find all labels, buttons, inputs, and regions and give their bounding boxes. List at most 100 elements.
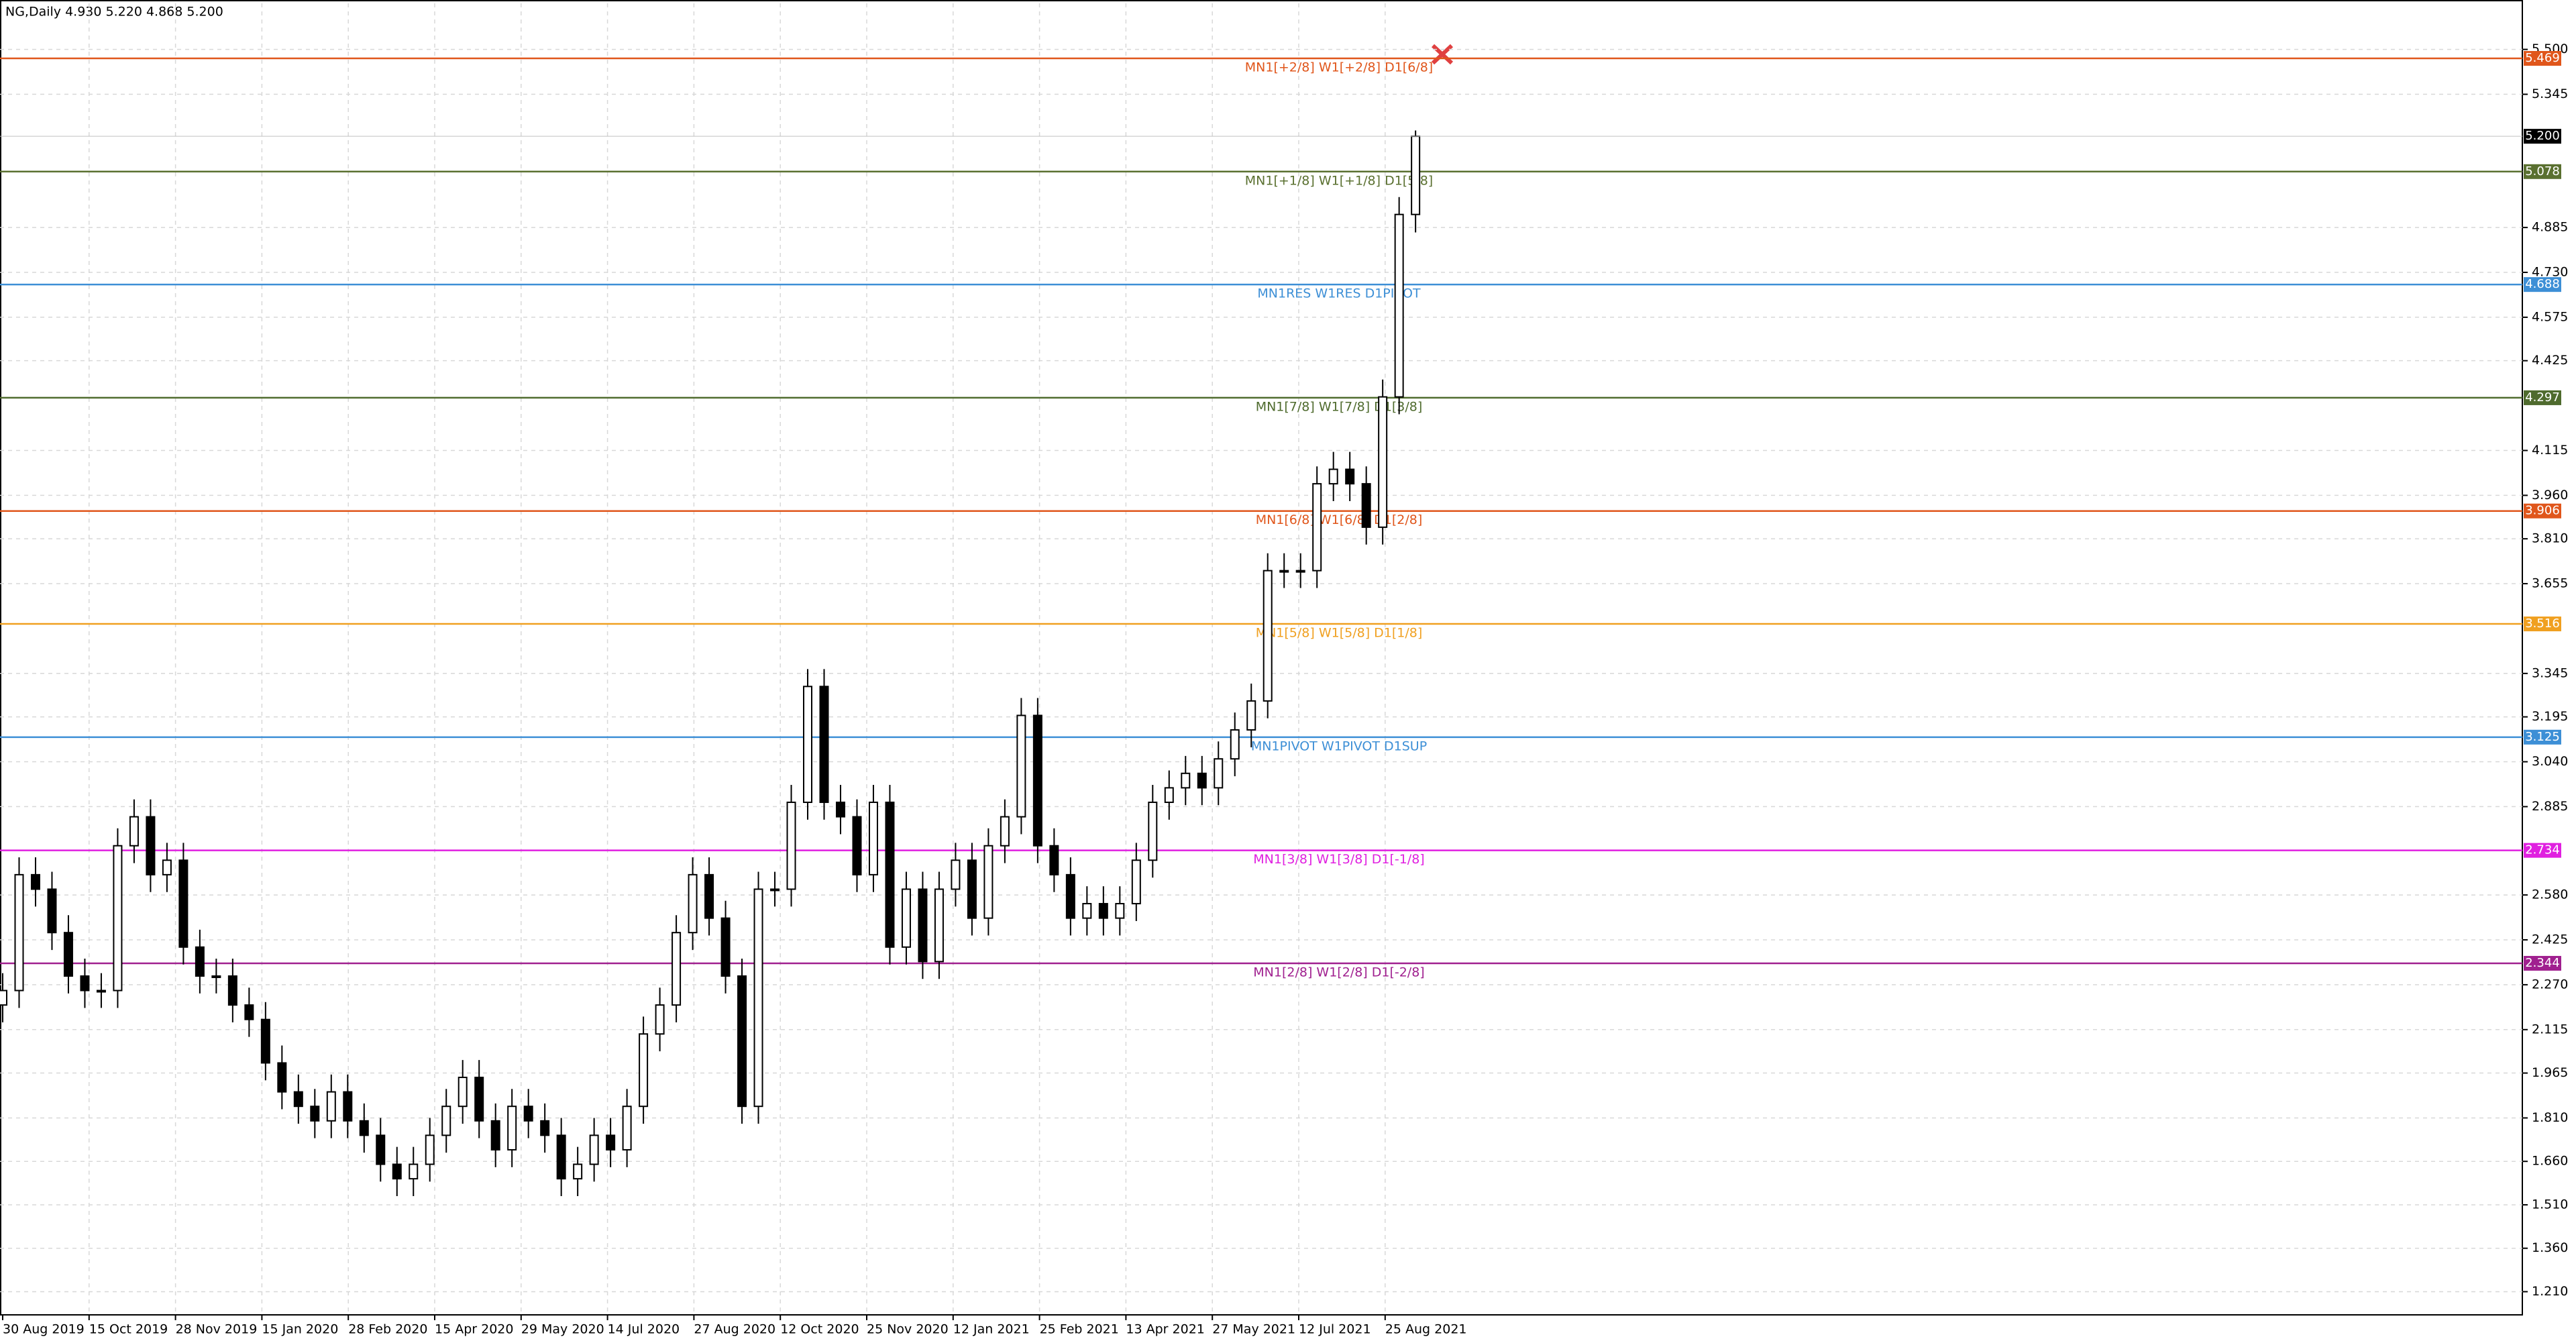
candle-body (672, 932, 682, 1006)
candle-body (770, 888, 780, 892)
candle-body (1361, 483, 1371, 528)
y-tick-label: 5.345 (2532, 87, 2568, 101)
price-tag (2524, 503, 2561, 519)
y-tick-label: 1.965 (2532, 1065, 2568, 1080)
candle-body (852, 816, 862, 875)
candle-body (195, 946, 205, 977)
candle-body (967, 859, 977, 919)
candle-body (737, 975, 747, 1108)
level-label: MN1[+2/8] W1[+2/8] D1[6/8] (1245, 60, 1433, 75)
candle-body (835, 801, 845, 818)
price-tag-label: 3.906 (2525, 504, 2560, 518)
candle-body (178, 859, 189, 948)
candle-body (639, 1033, 649, 1108)
level-label: MN1[7/8] W1[7/8] D1[3/8] (1256, 399, 1423, 414)
candle-body (901, 888, 911, 948)
x-tick-label: 15 Oct 2019 (89, 1322, 168, 1337)
level-label: MN1[2/8] W1[2/8] D1[-2/8] (1253, 965, 1424, 979)
candle-body (1197, 772, 1207, 789)
y-tick-label: 3.040 (2532, 754, 2568, 769)
candle-body (951, 859, 961, 890)
candle-body (1131, 859, 1141, 905)
x-tick-label: 30 Aug 2019 (3, 1322, 85, 1337)
candle-body (490, 1120, 500, 1150)
price-tag (2524, 390, 2561, 405)
candle-body (0, 989, 7, 1006)
x-tick-label: 25 Aug 2021 (1385, 1322, 1467, 1337)
candle-body (1378, 396, 1388, 528)
x-tick-label: 12 Oct 2020 (780, 1322, 859, 1337)
candle-body (326, 1091, 336, 1122)
level-label: MN1[+1/8] W1[+1/8] D1[5/8] (1245, 173, 1433, 188)
x-tick-label: 27 May 2021 (1212, 1322, 1295, 1337)
candle-body (803, 686, 813, 803)
x-tick-label: 27 Aug 2020 (694, 1322, 775, 1337)
y-tick-label: 2.885 (2532, 799, 2568, 814)
x-tick-label: 12 Jul 2021 (1299, 1322, 1371, 1337)
candle-body (47, 888, 57, 934)
candle-body (409, 1163, 419, 1180)
candle-body (359, 1120, 369, 1136)
candle-body (113, 845, 123, 992)
candle-body (589, 1134, 599, 1165)
candle-body (260, 1018, 270, 1064)
candle-body (1295, 570, 1305, 573)
candle-body (622, 1106, 632, 1150)
candle-body (934, 888, 944, 963)
candle-body (868, 801, 878, 875)
candle-body (277, 1062, 287, 1093)
y-tick-label: 1.360 (2532, 1240, 2568, 1255)
candle-body (392, 1163, 402, 1180)
candle-body (474, 1077, 484, 1122)
chart-title: NG,Daily 4.930 5.220 4.868 5.200 (5, 5, 223, 19)
candle-body (96, 989, 106, 993)
candle-body (244, 1004, 254, 1020)
y-tick-label: 1.210 (2532, 1284, 2568, 1299)
candle-body (918, 888, 928, 963)
x-tick-label: 25 Nov 2020 (867, 1322, 949, 1337)
y-tick-label: 4.885 (2532, 220, 2568, 235)
y-tick-label: 2.115 (2532, 1022, 2568, 1036)
candle-body (885, 801, 895, 948)
y-tick-label: 2.580 (2532, 888, 2568, 902)
x-tick-label: 14 Jul 2020 (608, 1322, 680, 1337)
last-price-label: 5.200 (2525, 129, 2560, 143)
price-tag-label: 4.688 (2525, 277, 2560, 291)
level-label: MN1PIVOT W1PIVOT D1SUP (1251, 739, 1427, 753)
level-label: MN1[6/8] W1[6/8] D1[2/8] (1256, 513, 1423, 527)
candle-body (1411, 136, 1421, 215)
candle-body (458, 1077, 468, 1108)
price-tag (2524, 843, 2561, 858)
candle-body (655, 1004, 665, 1035)
x-tick-label: 28 Feb 2020 (348, 1322, 427, 1337)
y-tick-label: 4.575 (2532, 309, 2568, 324)
candle-body (1098, 903, 1108, 919)
candle-body (1148, 801, 1158, 861)
price-tag-label: 5.469 (2525, 51, 2560, 65)
candle-body (30, 873, 40, 890)
y-tick-label: 1.660 (2532, 1154, 2568, 1169)
price-tag (2524, 277, 2561, 292)
price-tag (2524, 729, 2561, 745)
x-tick-label: 15 Jan 2020 (262, 1322, 338, 1337)
y-tick-label: 2.270 (2532, 977, 2568, 992)
candle-body (343, 1091, 353, 1122)
candle-body (63, 932, 73, 977)
candle-body (704, 873, 714, 919)
candle-body (1000, 816, 1010, 847)
candle-body (983, 845, 994, 919)
candle-body (753, 888, 763, 1108)
last-price-tag (2524, 129, 2561, 144)
price-tag (2524, 51, 2561, 66)
y-tick-label: 3.195 (2532, 709, 2568, 724)
close-icon (1431, 44, 1454, 65)
x-tick-label: 28 Nov 2019 (176, 1322, 258, 1337)
price-tag-label: 2.734 (2525, 843, 2560, 857)
x-tick-label: 15 Apr 2020 (435, 1322, 513, 1337)
candle-body (376, 1134, 386, 1165)
candle-body (523, 1106, 533, 1122)
candle-body (1328, 468, 1338, 485)
candle-body (688, 873, 698, 934)
candle-body (14, 873, 24, 992)
